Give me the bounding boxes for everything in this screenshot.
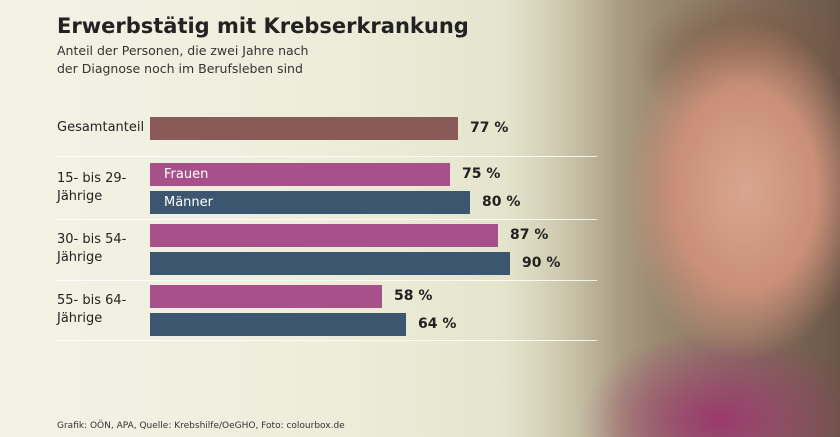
- source: Grafik: OÖN, APA, Quelle: Krebshilfe/OeG…: [57, 421, 345, 431]
- bar: [150, 285, 382, 308]
- bar: [150, 224, 498, 247]
- backdrop: [0, 0, 620, 437]
- bar: [150, 191, 470, 214]
- value-label: 87 %: [510, 227, 549, 243]
- bar: [150, 163, 450, 186]
- value-label: 58 %: [394, 288, 433, 304]
- chart-title: Erwerbstätig mit Krebserkrankung: [57, 14, 469, 38]
- value-label: 77 %: [470, 120, 509, 136]
- separator: [55, 156, 597, 157]
- separator: [55, 219, 597, 220]
- legend-entry: Männer: [164, 195, 214, 210]
- category-label: Gesamtanteil: [57, 120, 145, 135]
- value-label: 80 %: [482, 194, 521, 210]
- category-label: 15- bis 29-Jährige: [57, 171, 127, 204]
- category-label: 55- bis 64-Jährige: [57, 293, 127, 326]
- value-label: 75 %: [462, 166, 501, 182]
- value-label: 90 %: [522, 255, 561, 271]
- subtitle: Anteil der Personen, die zwei Jahre nach…: [57, 43, 309, 76]
- value-label: 64 %: [418, 316, 457, 332]
- bar: [150, 313, 406, 336]
- bar: [150, 252, 510, 275]
- separator: [55, 280, 597, 281]
- category-label: 30- bis 54-Jährige: [57, 232, 127, 265]
- legend-entry: Frauen: [164, 167, 209, 182]
- separator: [55, 340, 597, 341]
- bar: [150, 117, 458, 140]
